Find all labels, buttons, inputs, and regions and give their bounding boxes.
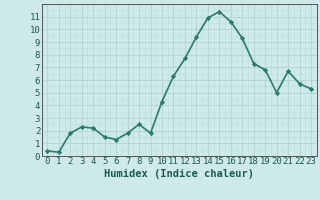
X-axis label: Humidex (Indice chaleur): Humidex (Indice chaleur) [104,169,254,179]
